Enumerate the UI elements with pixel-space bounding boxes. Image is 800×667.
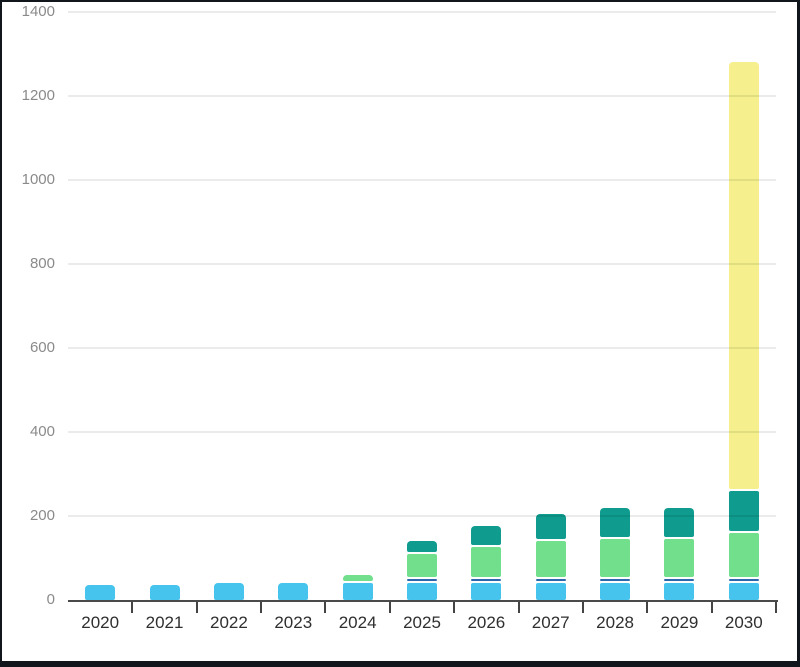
bar-segment-dark-blue-segment [471,578,502,582]
bar-segment-teal-segment [535,513,566,540]
y-axis-label: 0 [46,591,55,608]
x-axis-tick [324,602,327,613]
bar-segment-sky-blue-segment [278,583,309,600]
bar-segment-sky-blue-segment [407,583,437,600]
bar-segment-dark-blue-segment [600,578,631,582]
bar-segment-teal-segment [407,541,437,552]
x-axis-label-2023: 2023 [274,613,313,632]
x-axis-tick [453,602,456,613]
x-axis-label-2020: 2020 [81,613,120,632]
bar-segment-dark-blue-segment [407,578,437,582]
x-axis-label-2026: 2026 [467,613,506,632]
bar-segment-sky-blue-segment [664,583,695,600]
x-axis-label-2029: 2029 [660,613,699,632]
bar-segment-sky-blue-segment [85,585,116,600]
gridline-1000 [68,179,776,181]
bar-segment-teal-segment [664,507,695,537]
y-axis-label: 1200 [21,87,55,104]
x-axis-baseline [68,600,778,602]
bar-segment-teal-segment [471,526,502,546]
x-axis-tick [388,602,391,613]
bar-segment-teal-segment [600,507,631,537]
gridline-800 [68,263,776,265]
y-axis-label: 800 [29,255,55,272]
x-axis-label-2021: 2021 [145,613,184,632]
x-axis-tick [775,602,777,613]
x-axis-tick [646,602,649,613]
bar-segment-sky-blue-segment [149,585,180,600]
bar-segment-dark-blue-segment [728,578,759,582]
bar-segment-sky-blue-segment [600,583,631,600]
bar-segment-sky-blue-segment [535,583,566,600]
y-axis-label: 200 [29,507,55,524]
bar-segment-yellow-segment [728,62,759,489]
x-axis-label-2027: 2027 [531,613,570,632]
bar-segment-sky-blue-segment [213,583,244,600]
bar-segment-green-segment [342,574,373,582]
bar-segment-sky-blue-segment [471,583,502,600]
bar-segment-sky-blue-segment [728,583,759,600]
y-axis-label: 1000 [21,171,55,188]
x-axis-tick [195,602,198,613]
x-axis-label-2022: 2022 [209,613,248,632]
x-axis-label-2024: 2024 [338,613,377,632]
x-axis-label-2030: 2030 [724,613,763,632]
bar-segment-teal-segment [728,490,759,531]
bar-segment-sky-blue-segment [342,583,373,600]
gridline-1200 [68,95,776,97]
x-axis-tick [260,602,263,613]
bar-segment-green-segment [407,553,437,577]
y-axis-label: 400 [29,423,55,440]
bar-segment-dark-blue-segment [664,578,695,582]
x-axis-tick [710,602,713,613]
x-axis-tick [581,602,584,613]
bar-segment-green-segment [664,539,695,577]
gridline-400 [68,431,776,433]
x-axis-tick [517,602,520,613]
bar-segment-green-segment [728,532,759,577]
bar-segment-green-segment [535,541,566,577]
x-axis-tick [131,602,134,613]
bar-segment-dark-blue-segment [535,578,566,582]
y-axis-label: 1400 [21,3,55,20]
x-axis-label-2028: 2028 [596,613,634,632]
bar-segment-green-segment [471,547,502,577]
x-axis-label-2025: 2025 [403,613,441,632]
y-axis-label: 600 [29,339,55,356]
bar-segment-green-segment [600,539,631,577]
gridline-1400 [68,11,776,13]
gridline-600 [68,347,776,349]
